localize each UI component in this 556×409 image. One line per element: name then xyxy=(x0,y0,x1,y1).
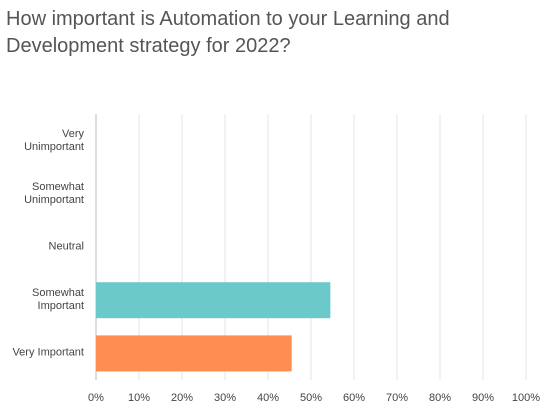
category-label: Very Unimportant xyxy=(24,127,84,153)
x-tick-label: 0% xyxy=(88,392,104,404)
category-label: Very Important xyxy=(12,346,84,359)
category-label: Neutral xyxy=(48,240,84,253)
category-label: Somewhat Unimportant xyxy=(24,180,84,206)
x-tick-label: 20% xyxy=(171,392,193,404)
category-label: Somewhat Important xyxy=(32,287,84,313)
x-tick-label: 40% xyxy=(257,392,279,404)
x-tick-label: 80% xyxy=(429,392,451,404)
x-tick-label: 90% xyxy=(472,392,494,404)
x-tick-label: 50% xyxy=(300,392,322,404)
chart-title: How important is Automation to your Lear… xyxy=(6,8,450,57)
x-tick-label: 100% xyxy=(512,392,540,404)
x-tick-label: 30% xyxy=(214,392,236,404)
bar xyxy=(96,282,331,319)
x-tick-label: 70% xyxy=(386,392,408,404)
x-tick-label: 10% xyxy=(128,392,150,404)
bar xyxy=(96,335,292,372)
x-tick-label: 60% xyxy=(343,392,365,404)
